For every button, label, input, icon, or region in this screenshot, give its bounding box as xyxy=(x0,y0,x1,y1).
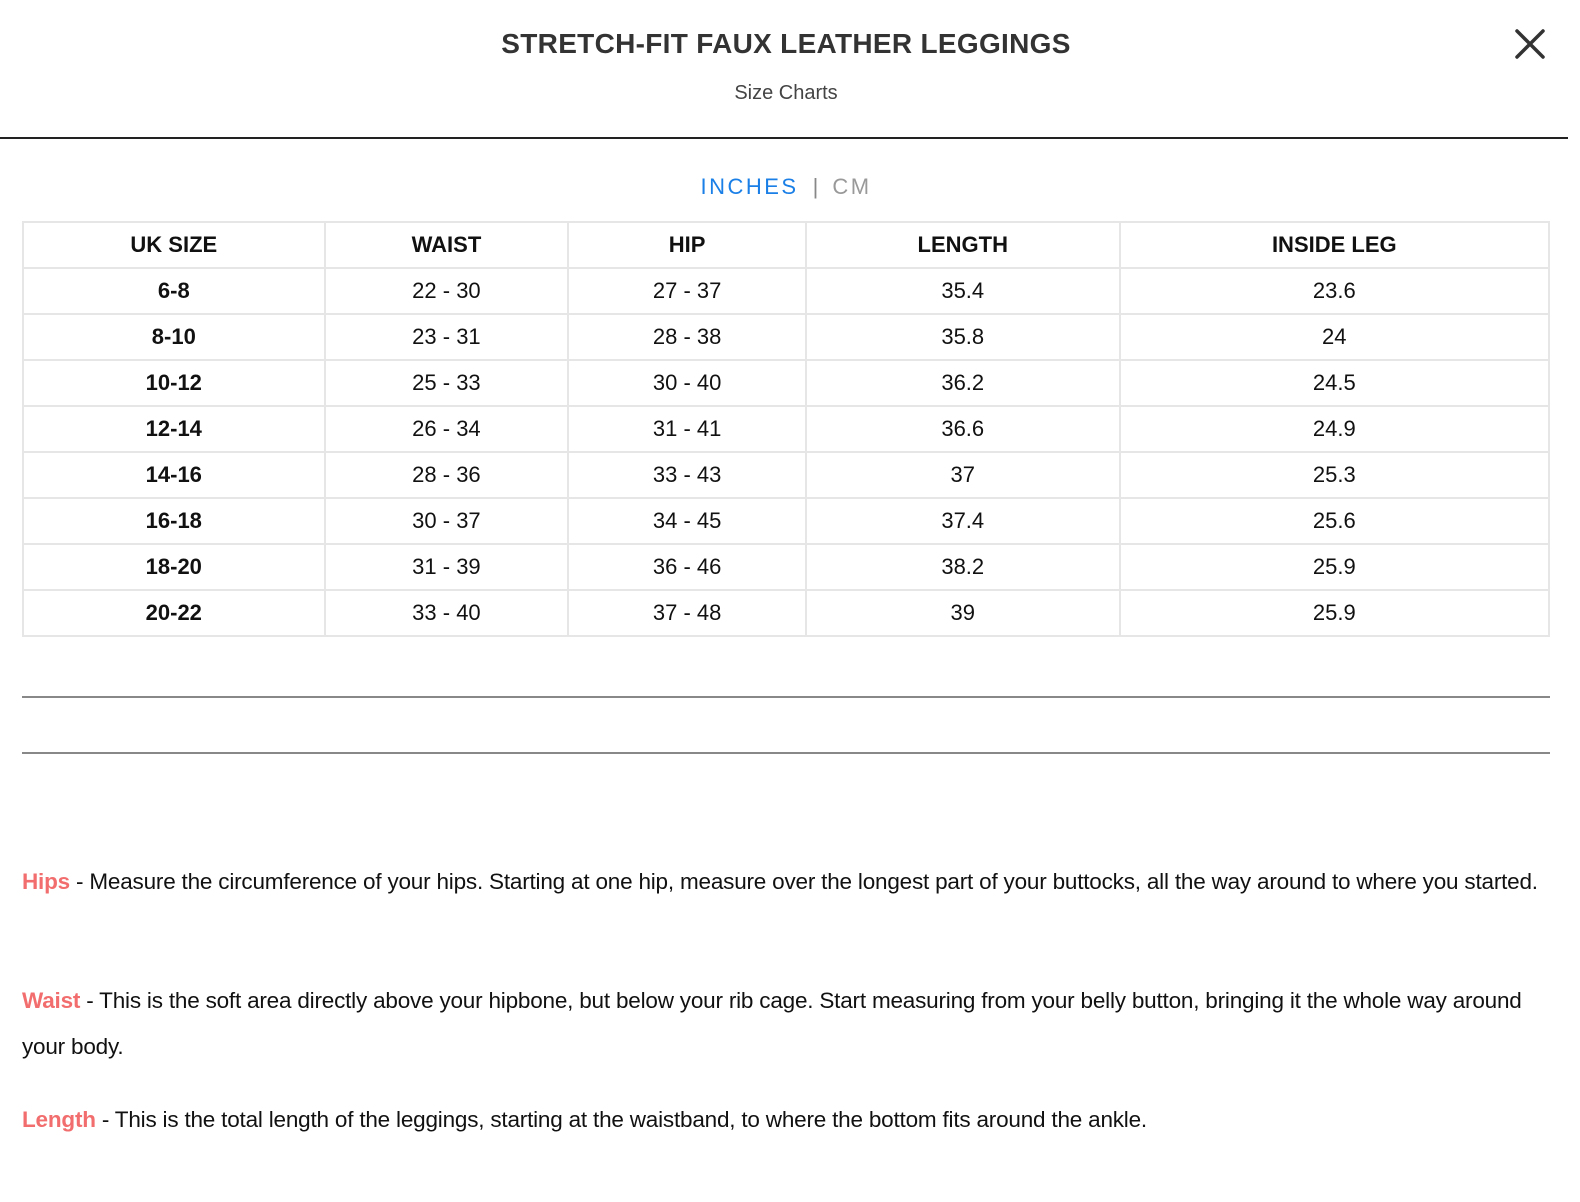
product-title: STRETCH-FIT FAUX LEATHER LEGGINGS xyxy=(501,28,1071,59)
size-cell: 12-14 xyxy=(22,405,326,453)
measurement-cell: 28 - 38 xyxy=(567,313,807,361)
guide-text: - Measure the circumference of your hips… xyxy=(69,869,1538,894)
guide-term: Length xyxy=(22,1107,96,1132)
measurement-cell: 36.2 xyxy=(804,359,1121,407)
measurement-cell: 36 - 46 xyxy=(567,543,807,591)
size-cell: 10-12 xyxy=(22,359,326,407)
measurement-cell: 38.2 xyxy=(804,543,1121,591)
guide-length: Length - This is the total length of the… xyxy=(22,1097,1552,1143)
measurement-cell: 31 - 39 xyxy=(323,543,570,591)
column-header: HIP xyxy=(567,221,807,269)
unit-cm[interactable]: CM xyxy=(832,174,872,199)
column-header: WAIST xyxy=(323,221,570,269)
measurement-cell: 37 - 48 xyxy=(567,589,807,637)
table-row: 14-16 28 - 36 33 - 43 37 25.3 xyxy=(22,451,1551,499)
measurement-cell: 33 - 43 xyxy=(567,451,807,499)
column-header: UK SIZE xyxy=(22,221,326,269)
measurement-cell: 36.6 xyxy=(804,405,1121,453)
measurement-cell: 34 - 45 xyxy=(567,497,807,545)
table-row: 8-10 23 - 31 28 - 38 35.8 24 xyxy=(22,313,1551,361)
unit-inches[interactable]: INCHES xyxy=(700,174,799,199)
divider xyxy=(22,696,1550,698)
size-cell: 8-10 xyxy=(22,313,326,361)
measurement-cell: 33 - 40 xyxy=(323,589,570,637)
size-cell: 18-20 xyxy=(22,543,326,591)
size-cell: 20-22 xyxy=(22,589,326,637)
measurement-cell: 25.3 xyxy=(1118,451,1551,499)
table-row: 10-12 25 - 33 30 - 40 36.2 24.5 xyxy=(22,359,1551,407)
guide-term: Hips xyxy=(22,869,70,894)
measurement-cell: 35.8 xyxy=(804,313,1121,361)
modal-header: STRETCH-FIT FAUX LEATHER LEGGINGS Size C… xyxy=(0,0,1568,139)
measurement-cell: 24.9 xyxy=(1118,405,1551,453)
table-row: 6-8 22 - 30 27 - 37 35.4 23.6 xyxy=(22,267,1551,315)
table-row: 12-14 26 - 34 31 - 41 36.6 24.9 xyxy=(22,405,1551,453)
modal-subtitle: Size Charts xyxy=(734,82,838,104)
table-header-row: UK SIZE WAIST HIP LENGTH INSIDE LEG xyxy=(22,221,1551,269)
measurement-cell: 23.6 xyxy=(1118,267,1551,315)
guide-text: - This is the soft area directly above y… xyxy=(22,988,1522,1059)
unit-separator: | xyxy=(812,174,819,199)
measurement-cell: 25.9 xyxy=(1118,543,1551,591)
unit-toggle: INCHES | CM xyxy=(0,174,1572,200)
measurement-cell: 23 - 31 xyxy=(323,313,570,361)
measurement-cell: 25 - 33 xyxy=(323,359,570,407)
table-row: 20-22 33 - 40 37 - 48 39 25.9 xyxy=(22,589,1551,637)
measurement-cell: 26 - 34 xyxy=(323,405,570,453)
table-row: 16-18 30 - 37 34 - 45 37.4 25.6 xyxy=(22,497,1551,545)
size-chart-table: UK SIZE WAIST HIP LENGTH INSIDE LEG 6-8 22 - … xyxy=(22,221,1551,637)
measurement-cell: 37 xyxy=(804,451,1121,499)
measurement-cell: 22 - 30 xyxy=(323,267,570,315)
close-icon xyxy=(1515,29,1545,59)
measurement-cell: 30 - 37 xyxy=(323,497,570,545)
measurement-cell: 25.9 xyxy=(1118,589,1551,637)
measurement-cell: 28 - 36 xyxy=(323,451,570,499)
measurement-cell: 35.4 xyxy=(804,267,1121,315)
guide-waist: Waist - This is the soft area directly a… xyxy=(22,978,1552,1070)
column-header: LENGTH xyxy=(804,221,1121,269)
measurement-cell: 39 xyxy=(804,589,1121,637)
column-header: INSIDE LEG xyxy=(1118,221,1551,269)
table-row: 18-20 31 - 39 36 - 46 38.2 25.9 xyxy=(22,543,1551,591)
size-cell: 14-16 xyxy=(22,451,326,499)
guide-text: - This is the total length of the leggin… xyxy=(95,1107,1147,1132)
measurement-cell: 24.5 xyxy=(1118,359,1551,407)
measurement-cell: 25.6 xyxy=(1118,497,1551,545)
size-cell: 16-18 xyxy=(22,497,326,545)
measurement-cell: 37.4 xyxy=(804,497,1121,545)
measurement-cell: 31 - 41 xyxy=(567,405,807,453)
size-cell: 6-8 xyxy=(22,267,326,315)
divider xyxy=(22,752,1550,754)
guide-term: Waist xyxy=(22,988,81,1013)
measurement-cell: 24 xyxy=(1118,313,1551,361)
measurement-cell: 27 - 37 xyxy=(567,267,807,315)
guide-hips: Hips - Measure the circumference of your… xyxy=(22,859,1552,905)
measurement-cell: 30 - 40 xyxy=(567,359,807,407)
close-button[interactable] xyxy=(1510,24,1550,64)
